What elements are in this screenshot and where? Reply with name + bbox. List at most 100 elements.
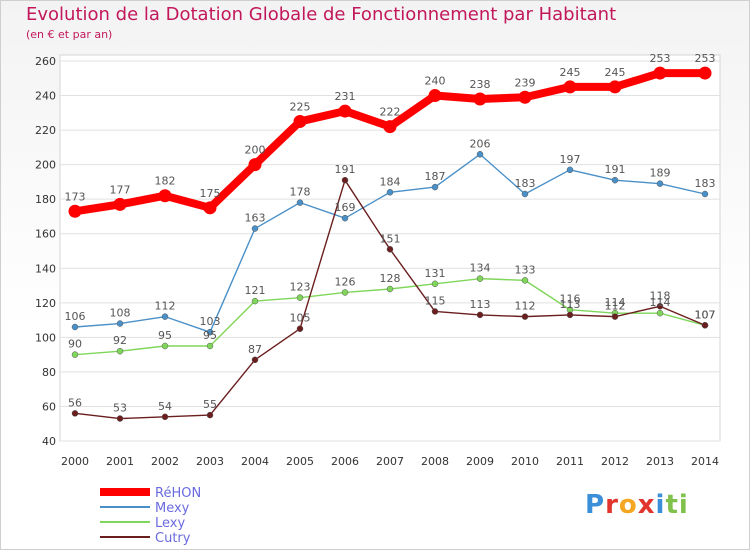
logo-letter: i	[678, 490, 689, 520]
data-label: 206	[470, 137, 491, 150]
data-label: 55	[203, 398, 217, 411]
data-label: 191	[605, 163, 626, 176]
data-label: 253	[695, 52, 716, 65]
x-tick-label: 2009	[466, 455, 494, 468]
data-label: 95	[158, 329, 172, 342]
x-tick-label: 2001	[106, 455, 134, 468]
data-point	[611, 313, 619, 320]
legend-label-mexy: Mexy	[155, 501, 190, 516]
data-point	[248, 158, 262, 172]
data-label: 182	[155, 175, 176, 188]
x-tick-label: 2007	[376, 455, 404, 468]
legend-label-cutry: Cutry	[155, 531, 191, 546]
data-label: 118	[650, 289, 671, 302]
y-tick-label: 40	[42, 435, 56, 448]
data-point	[656, 303, 664, 310]
data-point	[608, 80, 622, 94]
data-label: 108	[110, 307, 131, 320]
data-label: 169	[335, 201, 356, 214]
data-label: 105	[290, 312, 311, 325]
data-point	[518, 90, 532, 104]
data-label: 112	[155, 300, 176, 313]
data-point	[656, 180, 664, 187]
data-label: 151	[380, 232, 401, 245]
data-label: 191	[335, 163, 356, 176]
y-tick-label: 60	[42, 400, 56, 413]
data-label: 177	[110, 183, 131, 196]
data-label: 245	[605, 66, 626, 79]
data-label: 175	[200, 187, 221, 200]
x-tick-label: 2012	[601, 455, 629, 468]
data-point	[71, 351, 79, 358]
data-label: 116	[560, 293, 581, 306]
data-label: 95	[203, 329, 217, 342]
data-label: 114	[605, 296, 626, 309]
x-tick-label: 2010	[511, 455, 539, 468]
data-label: 54	[158, 400, 172, 413]
data-label: 184	[380, 175, 401, 188]
y-tick-label: 100	[35, 331, 56, 344]
x-tick-label: 2013	[646, 455, 674, 468]
x-tick-label: 2002	[151, 455, 179, 468]
chart-subtitle: (en € et par an)	[26, 28, 113, 41]
data-label: 92	[113, 334, 127, 347]
data-label: 173	[65, 190, 86, 203]
x-tick-label: 2000	[61, 455, 89, 468]
logo-letter: r	[605, 490, 619, 520]
data-label: 222	[380, 106, 401, 119]
data-label: 183	[515, 177, 536, 190]
y-tick-label: 220	[35, 124, 56, 137]
data-point	[653, 66, 667, 80]
data-point	[251, 225, 259, 232]
data-label: 253	[650, 52, 671, 65]
data-point	[611, 176, 619, 184]
logo-letter: P	[585, 490, 606, 520]
data-point	[203, 201, 217, 215]
data-point	[341, 289, 349, 296]
data-label: 128	[380, 272, 401, 285]
data-label: 238	[470, 78, 491, 91]
data-point	[158, 189, 172, 203]
y-tick-label: 200	[35, 159, 56, 172]
data-label: 107	[695, 308, 716, 321]
data-point	[521, 313, 529, 320]
data-label: 133	[515, 263, 536, 276]
data-point	[698, 66, 712, 80]
data-point	[521, 277, 529, 284]
data-label: 90	[68, 338, 82, 351]
data-label: 103	[200, 315, 221, 328]
y-tick-label: 240	[35, 90, 56, 103]
data-label: 106	[65, 310, 86, 323]
data-label: 56	[68, 396, 82, 409]
data-point	[116, 347, 124, 355]
x-tick-label: 2005	[286, 455, 314, 468]
data-label: 231	[335, 90, 356, 103]
data-point	[431, 183, 439, 191]
data-point	[113, 197, 127, 211]
data-label: 113	[470, 298, 491, 311]
data-point	[701, 190, 709, 198]
data-point	[473, 92, 487, 106]
data-label: 112	[605, 300, 626, 313]
data-label: 163	[245, 212, 266, 225]
data-label: 240	[425, 75, 446, 88]
data-point	[566, 311, 574, 319]
data-point	[293, 114, 307, 128]
data-label: 225	[290, 100, 311, 113]
data-point	[476, 151, 484, 158]
data-point	[656, 309, 664, 317]
data-point	[341, 214, 349, 222]
data-point	[341, 176, 349, 184]
data-point	[296, 199, 304, 206]
logo-letter: x	[637, 490, 656, 520]
y-tick-label: 140	[35, 262, 56, 275]
x-tick-label: 2006	[331, 455, 359, 468]
y-tick-label: 260	[35, 55, 56, 68]
data-point	[161, 313, 169, 320]
logo-letter: o	[618, 490, 638, 520]
data-label: 53	[113, 402, 127, 415]
data-label: 239	[515, 76, 536, 89]
data-point	[701, 322, 709, 329]
data-point	[251, 297, 259, 305]
